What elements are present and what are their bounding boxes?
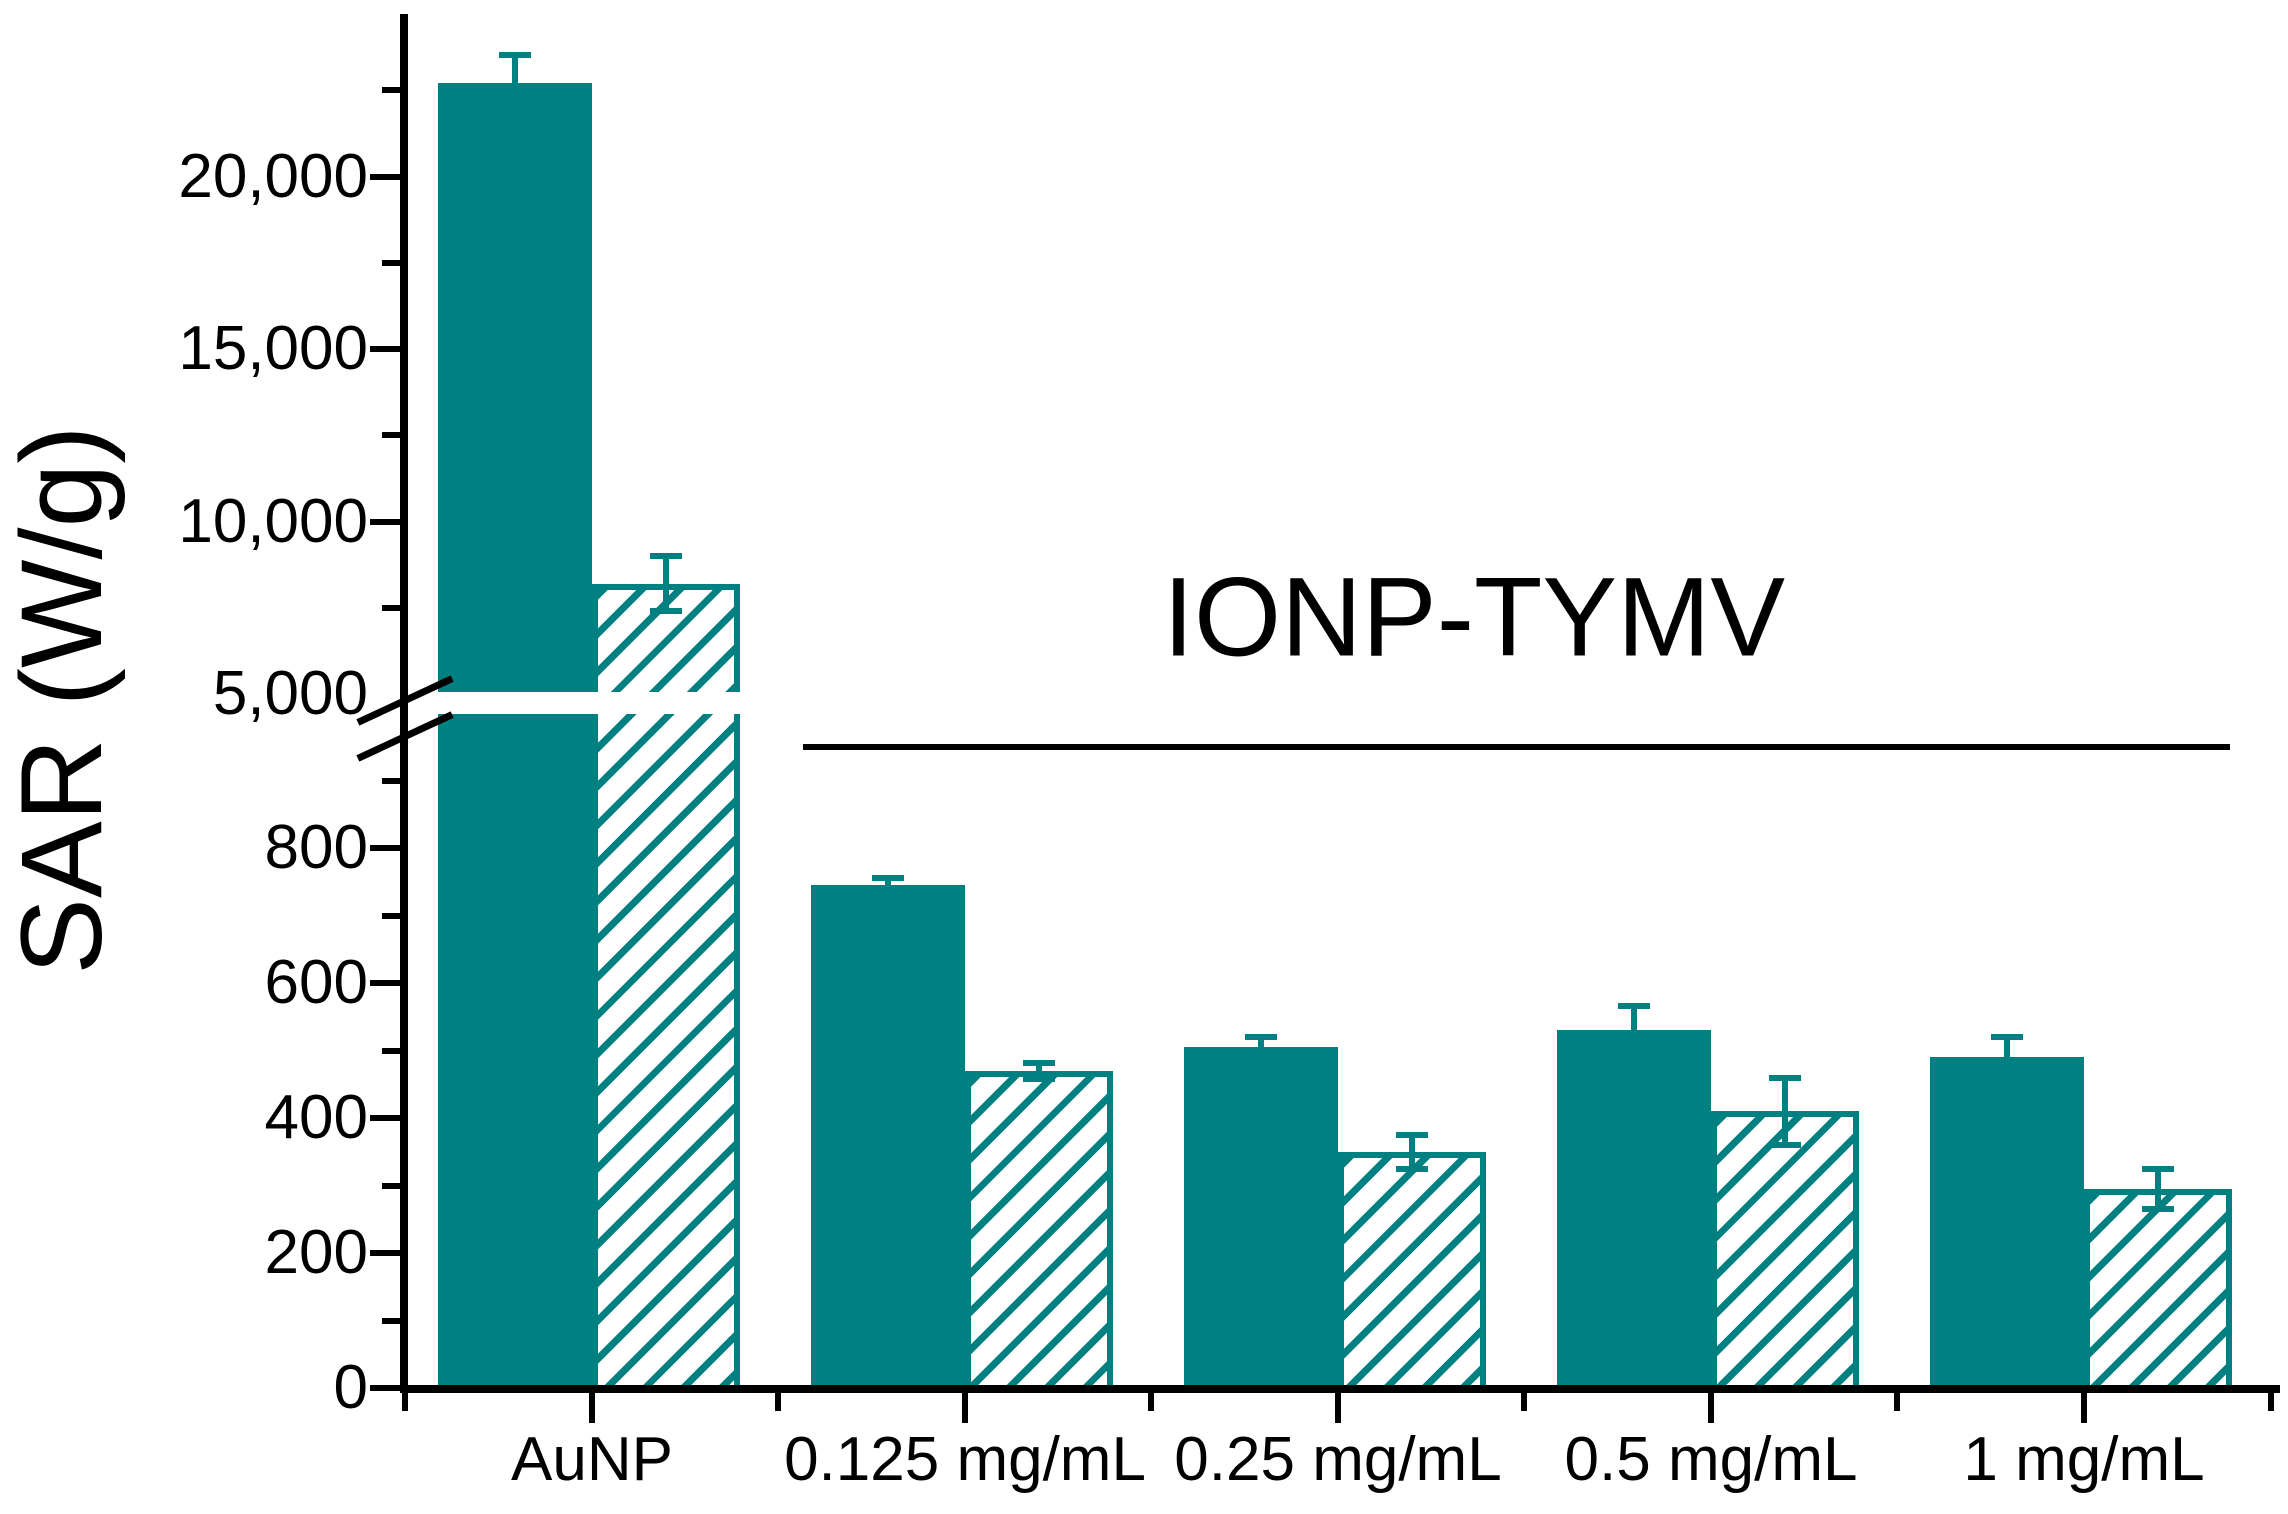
error-bar-solid-aunp-stem [512, 58, 518, 85]
bar-hatched-1-mg-ml [2084, 1189, 2232, 1385]
y-major-tick [370, 174, 400, 180]
x-tick-label-0-5-mg-ml: 0.5 mg/mL [1564, 1425, 1858, 1494]
axis-break-gap [409, 692, 2288, 714]
y-minor-tick [382, 87, 400, 93]
y-major-tick [370, 1115, 400, 1121]
error-bar-hatched-0-25-mg-ml-stem [1409, 1135, 1415, 1169]
error-bar-hatched-0-125-mg-ml-stem [1036, 1063, 1042, 1079]
y-major-tick [370, 1250, 400, 1256]
error-bar-solid-1-mg-ml-cap [1991, 1034, 2023, 1040]
y-minor-tick [382, 778, 400, 784]
bar-solid-0-125-mg-ml [811, 885, 965, 1385]
y-major-tick [370, 519, 400, 525]
error-bar-solid-0-125-mg-ml-stem [885, 881, 891, 887]
y-minor-tick [382, 432, 400, 438]
y-major-tick [370, 346, 400, 352]
error-bar-hatched-0-25-mg-ml-cap-bottom [1396, 1166, 1428, 1172]
x-tick-label-1-mg-ml: 1 mg/mL [1963, 1425, 2205, 1494]
y-major-tick [370, 1385, 400, 1391]
x-major-tick [2081, 1393, 2087, 1423]
x-minor-tick [1894, 1393, 1900, 1411]
y-tick-label: 600 [264, 948, 368, 1017]
group-annotation-label: IONP-TYMV [1162, 554, 1786, 680]
x-tick-label-0-125-mg-ml: 0.125 mg/mL [784, 1425, 1146, 1494]
y-minor-tick [382, 1318, 400, 1324]
group-annotation-line [803, 744, 2230, 750]
bar-hatched-0-25-mg-ml [1338, 1152, 1486, 1385]
y-tick-label: 400 [264, 1083, 368, 1152]
error-bar-hatched-aunp-stem [663, 556, 669, 611]
x-minor-tick [2268, 1393, 2274, 1411]
error-bar-solid-0-125-mg-ml-cap [872, 875, 904, 881]
y-tick-label: 5,000 [212, 659, 368, 728]
y-major-tick [370, 980, 400, 986]
error-bar-hatched-aunp-cap-bottom [650, 608, 682, 614]
y-minor-tick [382, 605, 400, 611]
error-bar-hatched-1-mg-ml-cap-top [2142, 1166, 2174, 1172]
y-tick-label: 200 [264, 1218, 368, 1287]
y-tick-label: 20,000 [178, 142, 368, 211]
error-bar-hatched-1-mg-ml-cap-bottom [2142, 1206, 2174, 1212]
error-bar-hatched-1-mg-ml-stem [2155, 1169, 2161, 1210]
bar-solid-0-5-mg-ml [1557, 1030, 1711, 1385]
y-minor-tick [382, 1048, 400, 1054]
bar-solid-1-mg-ml [1930, 1057, 2084, 1385]
x-major-tick [589, 1393, 595, 1423]
y-minor-tick [382, 913, 400, 919]
y-tick-label: 10,000 [178, 487, 368, 556]
error-bar-hatched-0-125-mg-ml-cap-top [1023, 1060, 1055, 1066]
y-major-tick [370, 845, 400, 851]
error-bar-hatched-0-125-mg-ml-cap-bottom [1023, 1076, 1055, 1082]
error-bar-solid-0-5-mg-ml-stem [1631, 1009, 1637, 1032]
x-major-tick [962, 1393, 968, 1423]
x-major-tick [1708, 1393, 1714, 1423]
x-minor-tick [1521, 1393, 1527, 1411]
bar-hatched-0-5-mg-ml [1711, 1111, 1859, 1385]
bar-hatched-aunp [592, 584, 740, 1385]
error-bar-solid-0-25-mg-ml-stem [1258, 1040, 1264, 1050]
error-bar-hatched-0-25-mg-ml-cap-top [1396, 1132, 1428, 1138]
y-tick-label: 15,000 [178, 314, 368, 383]
error-bar-hatched-0-5-mg-ml-stem [1782, 1078, 1788, 1146]
x-axis-line [400, 1385, 2280, 1393]
error-bar-solid-aunp-cap [499, 52, 531, 58]
bar-solid-0-25-mg-ml [1184, 1047, 1338, 1385]
y-tick-label: 800 [264, 813, 368, 882]
error-bar-hatched-0-5-mg-ml-cap-bottom [1769, 1142, 1801, 1148]
y-minor-tick [382, 1183, 400, 1189]
x-tick-label-aunp: AuNP [511, 1425, 673, 1494]
error-bar-solid-0-25-mg-ml-cap [1245, 1034, 1277, 1040]
x-minor-tick [402, 1393, 408, 1411]
x-major-tick [1335, 1393, 1341, 1423]
y-tick-label: 0 [333, 1353, 368, 1422]
x-minor-tick [1148, 1393, 1154, 1411]
error-bar-solid-0-5-mg-ml-cap [1618, 1003, 1650, 1009]
error-bar-hatched-0-5-mg-ml-cap-top [1769, 1075, 1801, 1081]
error-bar-solid-1-mg-ml-stem [2004, 1040, 2010, 1060]
y-minor-tick [382, 260, 400, 266]
x-minor-tick [775, 1393, 781, 1411]
x-tick-label-0-25-mg-ml: 0.25 mg/mL [1174, 1425, 1502, 1494]
bar-solid-aunp [438, 83, 592, 1385]
error-bar-hatched-aunp-cap-top [650, 553, 682, 559]
bar-hatched-0-125-mg-ml [965, 1071, 1113, 1385]
